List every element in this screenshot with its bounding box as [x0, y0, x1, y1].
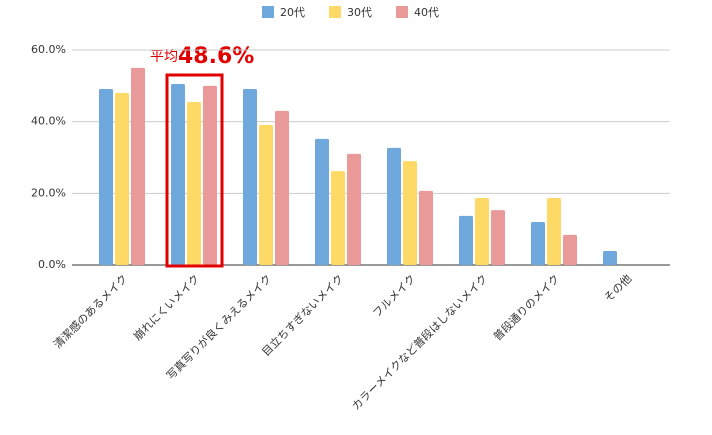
- x-tick-label: 普段通りのメイク: [490, 271, 562, 343]
- bar: [403, 161, 417, 265]
- legend-label: 20代: [280, 6, 305, 19]
- x-tick-label: 清潔感のあるメイク: [50, 271, 130, 351]
- x-tick-label: その他: [602, 272, 635, 305]
- x-tick-label: 崩れにくいメイク: [130, 271, 202, 343]
- highlight-box: [165, 73, 224, 268]
- x-tick-label: 目立ちすぎないメイク: [259, 271, 347, 359]
- y-tick-label: 40.0%: [31, 115, 66, 128]
- legend: 20代 30代 40代: [262, 6, 439, 19]
- legend-swatch: [262, 6, 274, 18]
- bar: [331, 171, 345, 265]
- y-tick-label: 20.0%: [31, 186, 66, 199]
- bar: [99, 89, 113, 265]
- bar: [171, 84, 185, 266]
- bar: [419, 190, 433, 265]
- bar: [563, 234, 577, 265]
- legend-swatch: [396, 6, 408, 18]
- bar: [187, 101, 201, 265]
- bar: [459, 215, 473, 265]
- bar: [491, 210, 505, 265]
- bar: [315, 138, 329, 265]
- x-tick-label: カラーメイクなど普段はしないメイク: [349, 271, 491, 413]
- bar: [387, 147, 401, 265]
- annotation: 平均48.6%: [150, 44, 254, 69]
- y-tick-label: 0.0%: [38, 258, 66, 271]
- bar: [259, 124, 273, 266]
- bar: [203, 85, 217, 265]
- bar: [347, 153, 361, 265]
- bar: [115, 93, 129, 265]
- legend-swatch: [329, 6, 341, 18]
- annotation-value: 48.6%: [178, 44, 254, 69]
- y-tick-label: 60.0%: [31, 43, 66, 56]
- bar: [531, 222, 545, 265]
- bar: [547, 197, 561, 265]
- legend-label: 40代: [414, 6, 439, 19]
- bar: [131, 67, 145, 266]
- x-tick-label: フルメイク: [370, 272, 418, 320]
- bar: [475, 197, 489, 265]
- bar: [243, 89, 257, 265]
- annotation-prefix: 平均: [150, 49, 178, 65]
- legend-label: 30代: [347, 6, 372, 19]
- bar: [603, 251, 617, 265]
- bar: [275, 110, 289, 266]
